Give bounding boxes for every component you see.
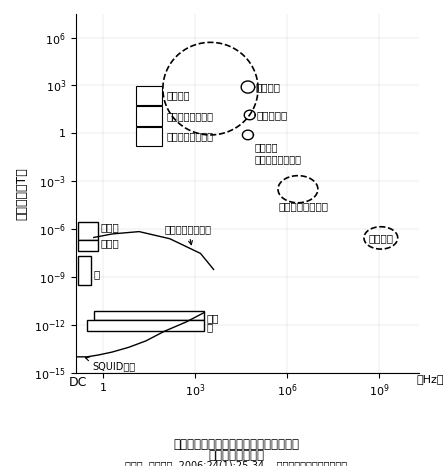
Bar (87, 320, 204, 331)
Text: SQUID限界: SQUID限界 (85, 357, 136, 372)
Bar (94, 311, 204, 320)
Bar (78, 256, 91, 285)
Text: （ＤＣは静磁界）: （ＤＣは静磁界） (208, 449, 264, 462)
Text: 脳: 脳 (207, 322, 213, 332)
Text: 生体磁気現象と外部磁界の強度と周波数: 生体磁気現象と外部磁界の強度と周波数 (173, 438, 299, 451)
Text: 携帯電話: 携帯電話 (368, 233, 393, 243)
FancyBboxPatch shape (136, 127, 162, 146)
Text: （引用  山形医学  2006;24(1):25-34    磁界の生体に及ぼす影響）: （引用 山形医学 2006;24(1):25-34 磁界の生体に及ぼす影響） (125, 460, 347, 466)
Bar (78, 240, 98, 252)
Text: フィブリンの配向: フィブリンの配向 (167, 111, 214, 121)
Text: 都会の磁気ノイズ: 都会の磁気ノイズ (165, 224, 211, 245)
Text: 脳神経刺激: 脳神経刺激 (256, 110, 288, 120)
Text: 心臓: 心臓 (207, 313, 219, 323)
Text: ＭＲＩマグネット: ＭＲＩマグネット (167, 131, 214, 142)
Y-axis label: 磁束密度（T）: 磁束密度（T） (16, 167, 29, 220)
Text: 肺: 肺 (94, 270, 100, 280)
FancyBboxPatch shape (136, 106, 162, 126)
Text: 水の分離: 水の分離 (167, 90, 190, 101)
Bar (78, 221, 98, 240)
Text: 血管収縮
（皮膚組織興奮）: 血管収縮 （皮膚組織興奮） (255, 142, 301, 164)
Text: 地磁気: 地磁気 (100, 222, 119, 232)
Text: 地磁嵐: 地磁嵐 (100, 238, 119, 248)
Text: 心筋収縮: 心筋収縮 (256, 82, 281, 92)
Text: ハイパーサーミア: ハイパーサーミア (279, 201, 329, 211)
Text: （Hz）: （Hz） (416, 374, 444, 384)
FancyBboxPatch shape (136, 86, 162, 105)
Text: DC: DC (69, 377, 87, 389)
